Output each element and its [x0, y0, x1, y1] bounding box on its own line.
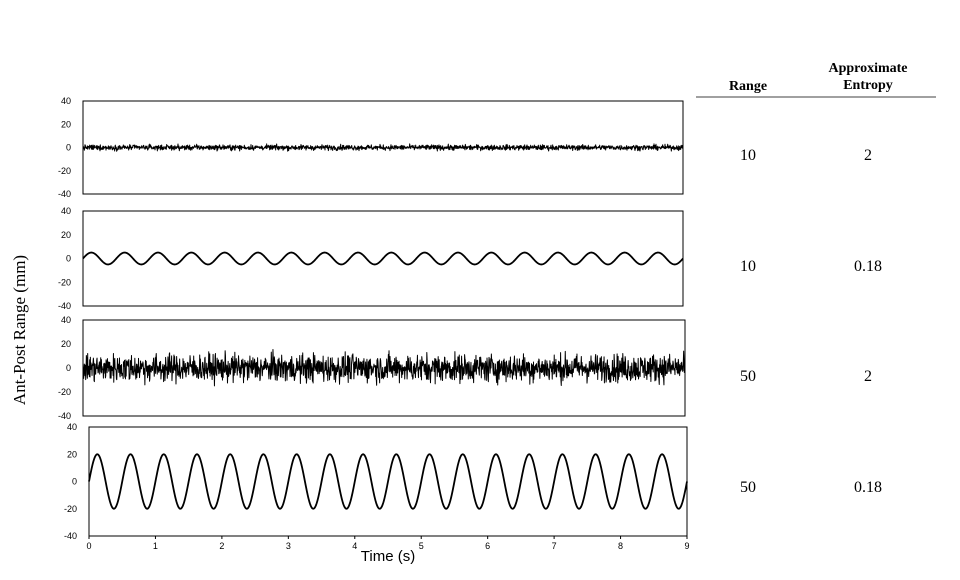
x-axis-label: Time (s)	[361, 548, 415, 565]
row-1-range: 10	[740, 147, 756, 164]
y-tick-label: 20	[67, 449, 77, 459]
series-line	[82, 251, 684, 266]
row-3-entropy: 2	[864, 368, 872, 385]
y-tick-label: 0	[66, 363, 71, 373]
x-tick-label: 1	[153, 541, 158, 551]
x-tick-label: 6	[485, 541, 490, 551]
series-line	[88, 453, 688, 510]
x-tick-label: 2	[219, 541, 224, 551]
row-1-entropy: 2	[864, 147, 872, 164]
x-tick-label: 3	[286, 541, 291, 551]
y-tick-label: -20	[64, 504, 77, 514]
row-2-range: 10	[740, 258, 756, 275]
series-line	[82, 349, 686, 387]
header-entropy: Entropy	[843, 78, 893, 93]
y-tick-label: -20	[58, 166, 71, 176]
y-tick-label: -20	[58, 277, 71, 287]
x-tick-label: 8	[618, 541, 623, 551]
y-tick-label: -40	[58, 301, 71, 311]
y-tick-label: 20	[61, 339, 71, 349]
y-tick-label: 20	[61, 230, 71, 240]
panel-2: 40 20 0 -20 -40	[58, 206, 684, 311]
x-tick-label: 4	[352, 541, 357, 551]
y-axis-label: Ant-Post Range (mm)	[10, 255, 29, 405]
y-tick-label: 40	[67, 422, 77, 432]
y-tick-label: -40	[64, 531, 77, 541]
y-tick-label: 40	[61, 206, 71, 216]
plot-frame	[82, 100, 684, 195]
y-tick-label: 40	[61, 96, 71, 106]
header-range: Range	[729, 79, 767, 94]
header-approximate: Approximate	[828, 61, 907, 76]
y-tick-label: 40	[61, 315, 71, 325]
y-tick-label: -40	[58, 411, 71, 421]
plot-frame	[82, 319, 686, 417]
panel-4: 40 20 0 -20 -40 0 1 2 3 4 5 6 7 8 9	[64, 422, 690, 551]
panel-3: 40 20 0 -20 -40	[58, 315, 686, 421]
panel-1: 40 20 0 -20 -40	[58, 96, 684, 199]
results-table: Range Approximate Entropy 10 2 10 0.18 5…	[696, 61, 936, 496]
plot-frame	[88, 426, 688, 537]
panels: 40200-20-4040200-20-4040200-20-4040200-2…	[58, 96, 690, 551]
y-tick-label: 20	[61, 119, 71, 129]
y-tick-label: -20	[58, 387, 71, 397]
row-4-range: 50	[740, 479, 756, 496]
row-2-entropy: 0.18	[854, 258, 882, 275]
x-tick-label: 0	[86, 541, 91, 551]
x-tick-label: 7	[552, 541, 557, 551]
x-tick-label: 5	[419, 541, 424, 551]
y-tick-label: 0	[66, 143, 71, 153]
row-3-range: 50	[740, 368, 756, 385]
series-line	[82, 143, 684, 152]
y-tick-label: -40	[58, 189, 71, 199]
y-tick-label: 0	[72, 477, 77, 487]
plot-frame	[82, 210, 684, 307]
x-tick-label: 9	[684, 541, 689, 551]
y-tick-label: 0	[66, 254, 71, 264]
row-4-entropy: 0.18	[854, 479, 882, 496]
